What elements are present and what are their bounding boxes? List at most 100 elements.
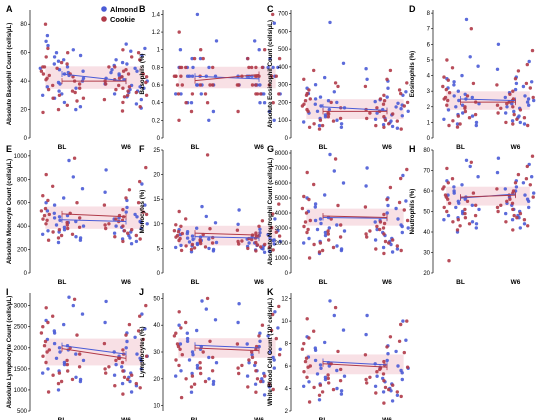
data-point-almond	[62, 228, 67, 232]
data-point-cookie	[307, 88, 311, 92]
data-point-almond	[140, 182, 144, 186]
data-point-almond	[207, 118, 211, 123]
data-point-almond	[56, 80, 61, 85]
data-point-cookie	[447, 123, 451, 128]
data-point-cookie	[236, 239, 240, 244]
data-point-almond	[81, 76, 86, 81]
data-point-almond	[78, 377, 83, 382]
y-tick-label: 8000	[275, 151, 289, 157]
x-tick-label-bl: BL	[58, 279, 67, 286]
data-point-almond	[103, 320, 107, 325]
y-tick-label: 2	[285, 409, 289, 415]
panel-letter: B	[139, 4, 146, 14]
data-point-cookie	[375, 106, 379, 110]
data-point-cookie	[122, 229, 127, 233]
panel-letter: E	[6, 144, 12, 154]
y-tick-label: 30	[423, 251, 430, 257]
data-point-cookie	[205, 153, 210, 157]
y-tick-label: 80	[20, 22, 27, 28]
data-point-almond	[518, 120, 522, 125]
y-tick-label: 10	[153, 404, 160, 410]
data-point-cookie	[338, 116, 343, 121]
mean-line-cookie	[322, 215, 388, 218]
data-point-almond	[313, 205, 317, 209]
data-point-cookie	[174, 223, 178, 227]
data-point-cookie	[51, 230, 55, 234]
data-point-almond	[195, 241, 200, 246]
data-point-cookie	[522, 218, 527, 222]
data-point-almond	[54, 223, 59, 227]
y-tick-label: 2000	[275, 241, 289, 247]
y-tick-label: 500	[17, 409, 28, 415]
data-point-almond	[396, 217, 400, 221]
mean-line-almond	[61, 345, 127, 355]
y-tick-label: 40	[423, 230, 430, 236]
data-point-cookie	[47, 212, 51, 217]
data-point-almond	[504, 111, 508, 115]
data-point-cookie	[331, 387, 336, 392]
data-point-cookie	[495, 187, 499, 191]
y-tick-label: 200	[278, 100, 289, 106]
data-point-cookie	[405, 218, 410, 223]
y-tick-label: 3000	[275, 226, 289, 232]
data-point-cookie	[399, 176, 403, 181]
data-point-almond	[260, 377, 264, 381]
data-point-cookie	[77, 365, 82, 369]
y-tick-label: 6	[285, 364, 289, 370]
y-axis-label: Monocytes (%)	[139, 190, 146, 234]
data-point-cookie	[56, 381, 61, 386]
data-point-cookie	[312, 329, 316, 333]
data-point-cookie	[385, 77, 389, 82]
data-point-cookie	[43, 339, 48, 344]
data-point-almond	[530, 80, 534, 84]
data-point-almond	[364, 184, 368, 188]
data-point-almond	[185, 339, 190, 343]
data-point-almond	[204, 307, 208, 311]
data-point-almond	[272, 21, 276, 25]
mean-line-cookie	[322, 363, 388, 368]
data-point-cookie	[138, 179, 142, 184]
data-point-cookie	[56, 107, 61, 112]
data-point-cookie	[176, 344, 181, 349]
data-point-almond	[44, 39, 48, 43]
data-point-cookie	[447, 259, 451, 263]
y-tick-label: 60	[423, 189, 430, 195]
data-point-cookie	[235, 342, 240, 346]
data-point-cookie	[205, 101, 210, 105]
data-point-cookie	[320, 248, 325, 253]
data-point-cookie	[505, 199, 509, 203]
data-point-almond	[261, 247, 265, 251]
data-point-almond	[460, 103, 465, 107]
data-point-cookie	[365, 116, 369, 121]
data-point-cookie	[117, 83, 121, 88]
data-point-almond	[278, 239, 282, 244]
data-point-almond	[452, 191, 456, 195]
data-point-cookie	[44, 55, 48, 59]
data-point-almond	[191, 237, 195, 242]
y-tick-label: 500	[278, 47, 289, 53]
data-point-cookie	[55, 66, 59, 71]
data-point-almond	[396, 101, 400, 106]
data-point-almond	[133, 66, 137, 71]
data-point-almond	[470, 95, 474, 100]
data-point-cookie	[300, 347, 305, 351]
data-point-cookie	[511, 207, 515, 212]
data-point-cookie	[174, 358, 178, 362]
data-point-almond	[404, 90, 408, 94]
data-point-cookie	[300, 104, 305, 108]
data-point-almond	[179, 369, 183, 373]
y-tick-label: 25	[153, 148, 160, 154]
y-tick-label: 3	[427, 89, 431, 95]
data-point-cookie	[382, 99, 387, 103]
panel-letter: H	[409, 144, 416, 154]
data-point-cookie	[528, 86, 532, 90]
data-point-cookie	[303, 99, 308, 103]
data-point-cookie	[463, 105, 467, 109]
data-point-cookie	[378, 227, 382, 232]
data-point-cookie	[59, 233, 64, 238]
data-point-cookie	[442, 205, 446, 210]
data-point-almond	[236, 320, 240, 325]
data-point-cookie	[237, 371, 241, 376]
data-point-cookie	[274, 230, 278, 234]
data-point-cookie	[526, 123, 530, 128]
